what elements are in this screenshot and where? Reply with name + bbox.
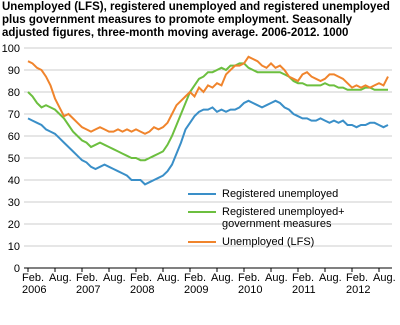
chart-title: Unemployed (LFS), registered unemployed …	[2, 1, 390, 39]
x-tick-label: Feb. 2007	[76, 272, 100, 296]
x-tick-label: Aug.	[103, 272, 126, 284]
legend-swatch	[188, 211, 216, 213]
legend-label: Registered unemployed	[222, 188, 339, 200]
x-tick-label: Aug.	[319, 272, 342, 284]
legend-item: Unemployed (LFS)	[188, 236, 352, 248]
legend-item: Registered unemployed+ government measur…	[188, 206, 352, 230]
y-tick-label: 40	[8, 175, 20, 187]
x-tick-label: Feb. 2006	[22, 272, 46, 296]
y-tick-label: 80	[8, 87, 20, 99]
x-tick-label: Aug.	[211, 272, 234, 284]
y-tick-label: 20	[8, 219, 20, 231]
series-line	[27, 55, 389, 135]
legend-item: Registered unemployed	[188, 188, 352, 200]
legend-label: Registered unemployed+ government measur…	[222, 206, 345, 230]
y-tick-label: 100	[2, 43, 20, 55]
y-tick-label: 10	[8, 241, 20, 253]
x-tick-label: Feb. 2010	[238, 272, 262, 296]
x-tick-label: Feb. 2009	[184, 272, 208, 296]
y-tick-label: 60	[8, 131, 20, 143]
legend: Registered unemployed Registered unemploy…	[188, 188, 352, 254]
x-tick-label: Aug.	[157, 272, 180, 284]
legend-swatch	[188, 241, 216, 243]
x-tick-label: Feb. 2011	[292, 272, 316, 296]
legend-swatch	[188, 193, 216, 195]
x-tick-label: Feb. 2012	[346, 272, 370, 296]
y-tick-label: 90	[8, 65, 20, 77]
x-tick-label: Aug.	[49, 272, 72, 284]
series-line	[27, 62, 388, 162]
y-tick-label: 0	[14, 263, 20, 275]
x-tick-label: Feb. 2008	[130, 272, 154, 296]
x-tick-label: Aug.	[373, 272, 396, 284]
y-tick-label: 70	[8, 109, 20, 121]
x-tick-label: Aug.	[265, 272, 288, 284]
series-line	[27, 99, 389, 186]
legend-label: Unemployed (LFS)	[222, 236, 315, 248]
y-tick-label: 50	[8, 153, 20, 165]
y-tick-label: 30	[8, 197, 20, 209]
